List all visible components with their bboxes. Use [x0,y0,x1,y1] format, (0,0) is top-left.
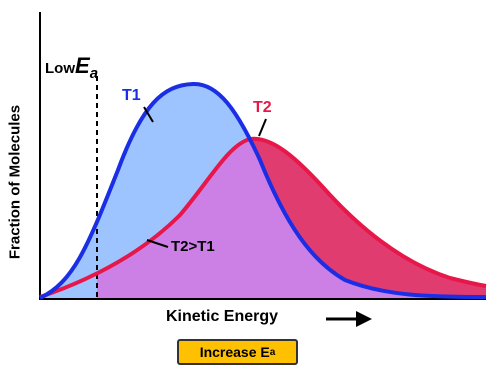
t1-curve [39,81,487,300]
ea-symbol: E [75,53,90,78]
low-ea-label: LowEa [45,53,98,82]
compare-label: T2>T1 [171,238,215,255]
t2-label: T2 [253,99,272,116]
low-ea-prefix: Low [45,60,75,77]
t1-pointer [143,106,154,123]
increase-ea-subscript: a [269,346,276,358]
y-axis-label-text: Fraction of Molecules [6,104,24,260]
x-axis-label: Kinetic Energy [166,308,279,325]
t1-label: T1 [122,87,141,104]
right-arrow-icon [326,311,372,327]
t2-pointer [258,118,267,137]
ea-subscript: a [89,65,99,82]
increase-ea-text: Increase E [199,344,270,360]
y-axis-label: Fraction of Molecules [2,82,28,282]
compare-pointer [146,239,169,248]
